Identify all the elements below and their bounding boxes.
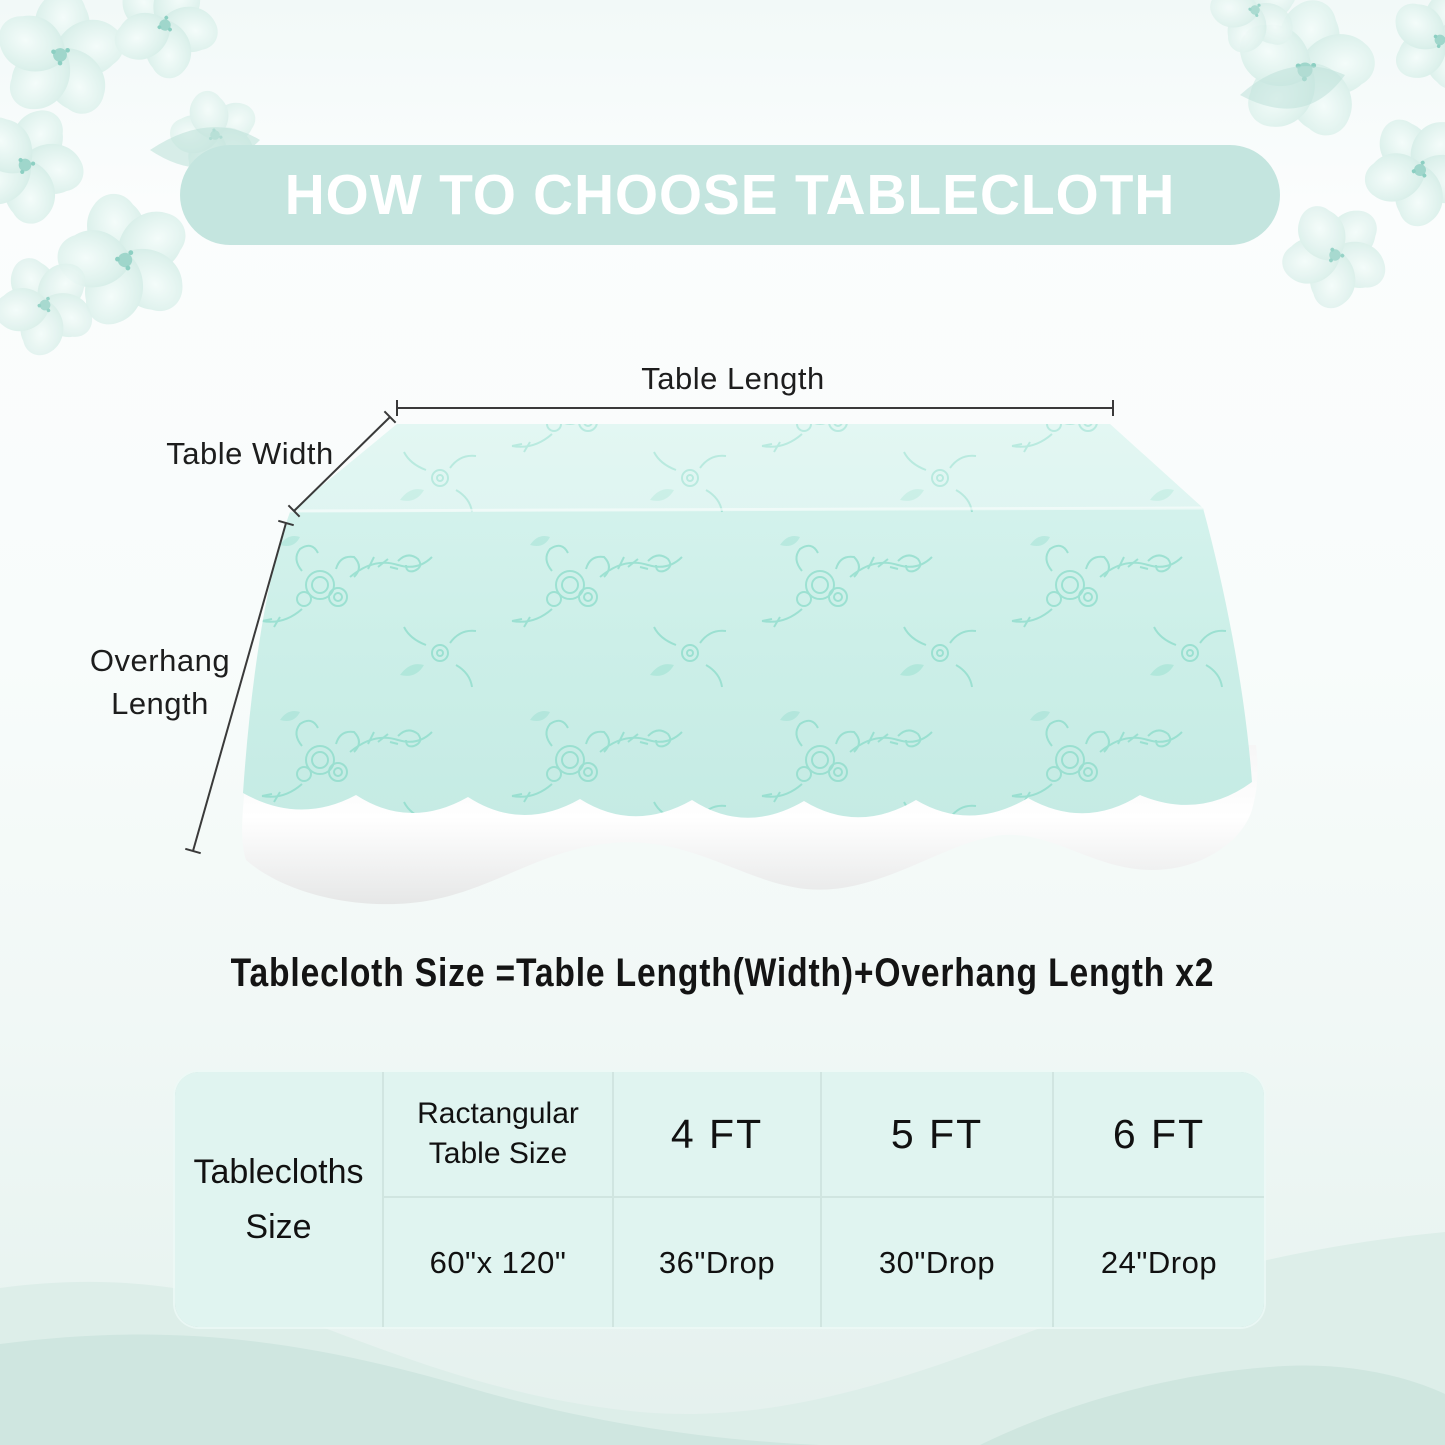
size-table-row-header: Tablecloths Size — [175, 1072, 382, 1327]
overhang-measure-line — [185, 519, 294, 855]
page-title: HOW TO CHOOSE TABLECLOTH — [284, 163, 1176, 227]
tablecloth-size-formula: Tablecloth Size =Table Length(Width)+Ove… — [230, 951, 1215, 995]
overhang-label-line1: Overhang — [89, 643, 231, 678]
lace-overlay — [243, 424, 1252, 818]
size-table-value-5ft-drop: 30"Drop — [822, 1198, 1052, 1327]
table-width-measure-line — [287, 410, 397, 518]
size-table-value-6ft-drop: 24"Drop — [1054, 1198, 1264, 1327]
size-table: Tablecloths Size Ractangular Table Size … — [175, 1072, 1264, 1327]
size-table-header-5ft: 5 FT — [822, 1072, 1052, 1196]
table-width-label: Table Width — [166, 436, 334, 471]
size-table-header-6ft: 6 FT — [1054, 1072, 1264, 1196]
table-length-label: Table Length — [641, 361, 825, 396]
size-table-header-4ft: 4 FT — [614, 1072, 820, 1196]
tablecloth-illustration — [242, 424, 1258, 905]
title-banner: HOW TO CHOOSE TABLECLOTH — [180, 145, 1280, 245]
overhang-length-label: Overhang Length — [68, 639, 252, 725]
flower-decoration-right — [1199, 0, 1445, 336]
bottom-waves — [0, 1232, 1445, 1445]
overhang-label-line2: Length — [111, 686, 209, 721]
table-length-measure-line — [396, 400, 1114, 416]
size-table-header-rectangular: Ractangular Table Size — [384, 1072, 612, 1196]
table-top-face — [290, 424, 1203, 512]
size-table-value-dimensions: 60"x 120" — [384, 1198, 612, 1327]
size-table-value-4ft-drop: 36"Drop — [614, 1198, 820, 1327]
measurement-lines — [185, 400, 1114, 855]
